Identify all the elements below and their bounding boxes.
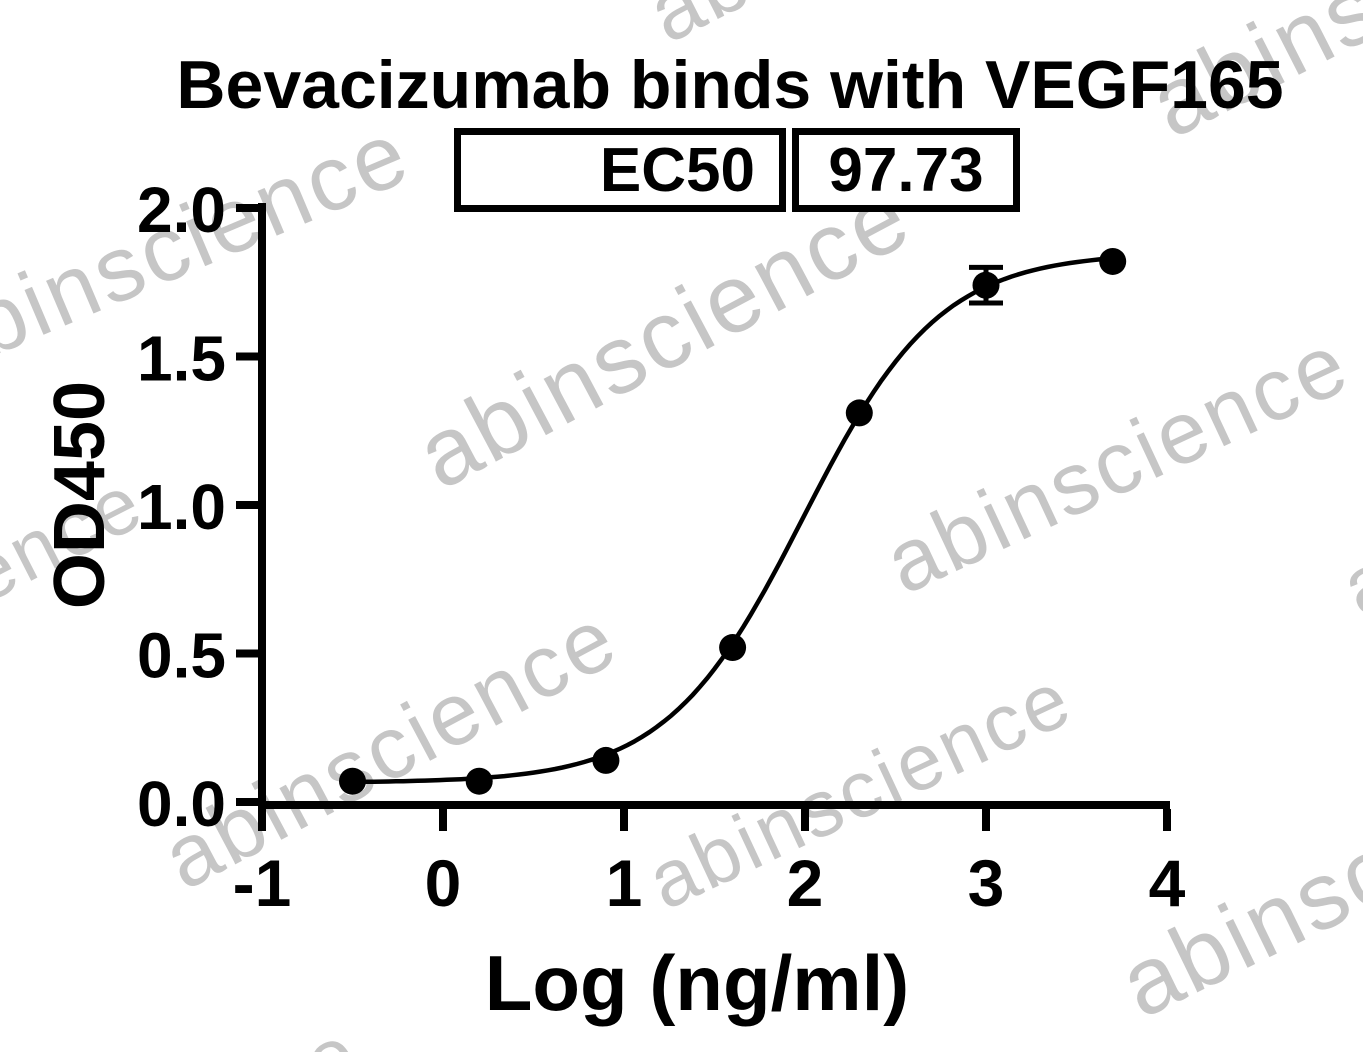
data-point bbox=[592, 746, 620, 774]
chart-title: Bevacizumab binds with VEGF165 bbox=[176, 47, 1284, 123]
data-point bbox=[972, 271, 1000, 299]
x-tick-label: 3 bbox=[968, 846, 1005, 920]
x-tick-label: 1 bbox=[606, 846, 643, 920]
y-axis-line bbox=[258, 203, 266, 809]
y-tick bbox=[236, 204, 258, 212]
x-tick bbox=[439, 809, 447, 831]
x-axis-title: Log (ng/ml) bbox=[484, 939, 910, 1027]
y-tick-label: 0.0 bbox=[137, 768, 226, 840]
data-point bbox=[845, 399, 873, 427]
x-tick-label: 0 bbox=[425, 846, 462, 920]
data-point bbox=[465, 767, 493, 795]
y-tick-label: 1.0 bbox=[137, 471, 226, 543]
x-tick bbox=[258, 809, 266, 831]
x-tick-label: 4 bbox=[1149, 846, 1186, 920]
y-tick bbox=[236, 649, 258, 658]
x-tick-label: 2 bbox=[787, 846, 824, 920]
ec50-value: 97.73 bbox=[828, 135, 984, 205]
data-point bbox=[339, 767, 366, 795]
y-tick bbox=[236, 501, 258, 509]
ec50-label-cell: EC50 bbox=[454, 128, 786, 212]
x-axis-line bbox=[258, 801, 1170, 809]
data-point bbox=[719, 634, 747, 662]
y-tick bbox=[236, 352, 258, 361]
fit-curve bbox=[350, 255, 1115, 785]
y-tick-label: 2.0 bbox=[137, 174, 226, 246]
x-tick bbox=[1163, 809, 1171, 831]
y-tick-label: 1.5 bbox=[137, 323, 226, 395]
y-axis-title: OD450 bbox=[40, 380, 120, 610]
ec50-label: EC50 bbox=[599, 135, 755, 205]
x-tick bbox=[982, 809, 990, 831]
y-tick-label: 0.5 bbox=[137, 620, 226, 692]
data-point bbox=[1099, 247, 1127, 275]
y-tick bbox=[236, 798, 258, 806]
ec50-value-cell: 97.73 bbox=[792, 128, 1020, 212]
x-tick-label: -1 bbox=[233, 846, 292, 920]
x-tick bbox=[620, 809, 628, 831]
x-tick bbox=[801, 809, 809, 831]
